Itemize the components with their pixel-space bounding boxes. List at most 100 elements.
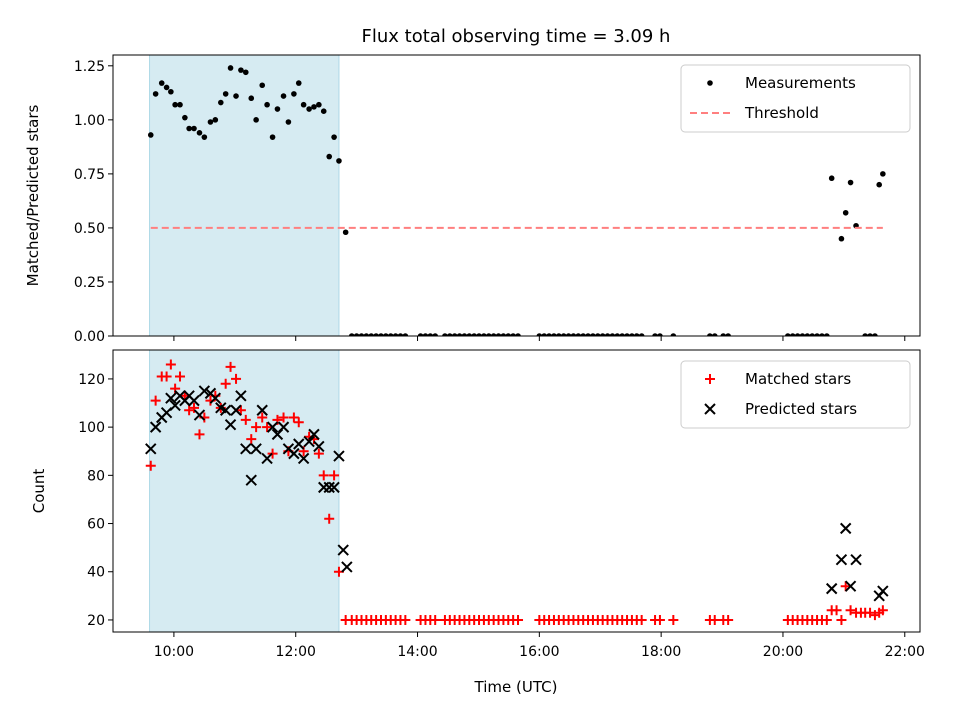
predicted-stars-point [235,390,247,402]
matched-stars-point [430,614,441,625]
measurements-point [238,67,244,73]
measurements-point [177,101,183,108]
x-tick-label: 16:00 [519,644,559,660]
measurements-point [862,333,868,336]
count-panel: 20 40 60 80 100 120 10:00 12:00 14:00 16:00 18:00 2… [30,349,925,660]
matched-stars-point [836,614,847,625]
matched-stars-point [165,359,176,370]
predicted-stars-point [209,392,222,404]
measurements-point [363,333,370,336]
measurements-point [495,333,502,336]
matched-stars-point [161,371,172,382]
x-tick-label: 14:00 [397,644,437,660]
legend: Measurements Threshold [680,64,911,133]
measurements-point [280,93,287,99]
measurements-point [828,175,835,182]
predicted-stars-point [308,428,320,441]
measurements-point [725,333,731,336]
axes-frame [112,349,921,633]
x-axis-label: Time (UTC) [474,678,558,696]
measurements-point [212,117,219,123]
measurements-point [326,153,333,160]
measurements-point [619,333,625,336]
y-tick-label: 0.75 [74,167,105,183]
measurements-point [466,333,473,336]
measurements-point [306,106,312,112]
predicted-stars-point [149,421,162,433]
measurements-point [172,101,178,108]
matched-stars-point [267,448,278,459]
predicted-stars-point [250,443,262,455]
predicted-stars-point [193,409,206,421]
predicted-stars-point [277,421,290,433]
measurements-point [196,130,203,136]
measurements-point [505,333,512,336]
legend: Matched stars Predicted stars [680,360,911,429]
measurements-point [595,333,601,336]
predicted-stars-point [839,522,852,535]
measurements-point [785,333,791,336]
measurements-point [274,106,281,112]
matched-stars-point [278,412,289,423]
measurements-point [585,333,591,336]
predicted-stars-point [230,404,242,416]
matched-stars-point [668,614,679,625]
legend-predicted-stars-label: Predicted stars [745,400,857,418]
observing-interval-shade [149,54,340,337]
legend-threshold-label: Threshold [744,104,819,122]
measurements-point [291,91,297,97]
matched-stars-point [709,614,720,625]
matched-stars-point [831,605,842,616]
measurements-point [515,333,521,336]
x-tick-label: 20:00 [763,644,803,660]
measurements-point [207,119,214,125]
measurements-point [633,333,640,336]
measurements-point [147,132,154,138]
predicted-stars-point [261,452,273,465]
measurements-point [809,333,815,336]
data-layer [147,65,886,336]
axes-frame [112,54,921,337]
predicted-stars-point [188,394,200,407]
predicted-stars-point [240,443,252,455]
predicted-stars-point [337,544,349,556]
matched-stars-point [723,614,734,625]
measurements-point [580,333,586,336]
measurements-point [456,333,463,336]
measurements-point [316,101,322,108]
matched-stars-point [845,605,856,616]
predicted-stars-point [145,443,157,455]
measurements-point [711,333,718,336]
matched-stars-point [654,614,665,625]
measurements-point [565,333,572,336]
measurements-point [264,101,270,108]
y-tick-label: 0.25 [74,275,105,291]
measurements-point [373,333,379,336]
matched-stars-point [174,371,185,382]
measurements-point [152,91,159,97]
chart-title: Flux total observing time = 3.09 h [362,26,671,47]
measurements-point [300,101,307,108]
predicted-stars-point [165,392,177,404]
measurements-point [546,333,552,336]
measurements-point [233,93,239,99]
measurements-point [804,333,811,336]
matched-stars-point [821,614,832,625]
measurements-point [182,114,188,121]
measurements-point [789,333,796,336]
measurements-point [451,333,458,336]
x-tick-label: 18:00 [641,644,681,660]
predicted-stars-point [198,385,211,397]
predicted-stars-point [245,474,257,486]
measurements-point [500,333,507,336]
y-tick-label: 1.25 [74,59,105,75]
ratio-panel: 0.00 0.25 0.50 0.75 1.00 1.25 Matched/Predicte… [24,54,921,345]
measurements-point [378,333,384,336]
predicted-stars-point [825,582,838,595]
legend-measurements-label: Measurements [745,74,856,92]
measurements-point [336,158,342,164]
measurements-point [485,333,492,336]
y-tick-label: 1.00 [74,113,105,129]
measurements-point [392,333,399,336]
measurements-point [163,84,170,91]
